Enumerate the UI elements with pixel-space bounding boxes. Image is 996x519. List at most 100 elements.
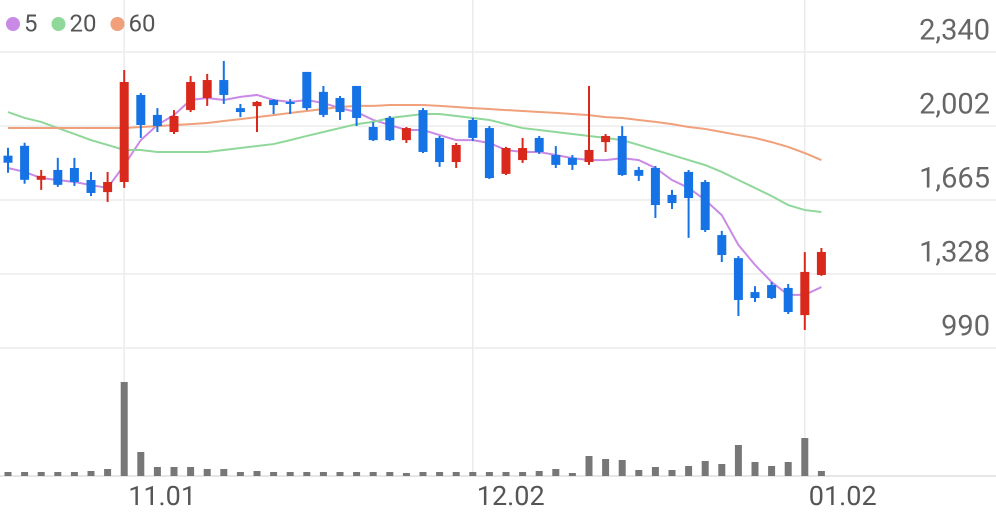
volume-bar: [220, 469, 228, 476]
candle-body: [750, 292, 760, 299]
y-tick-label: 2,340: [919, 14, 990, 48]
candle-body: [800, 271, 810, 316]
x-tick-label: 12.02: [477, 480, 545, 512]
volume-bar: [402, 473, 410, 476]
volume-bar: [270, 472, 278, 476]
candle-body: [86, 180, 96, 193]
volume-bar: [153, 467, 161, 476]
volume-bar: [319, 472, 327, 476]
legend-label: 5: [24, 9, 38, 37]
candle-body: [69, 167, 79, 183]
candle-body: [634, 169, 644, 176]
candle-body: [352, 85, 362, 118]
volume-bar: [701, 461, 709, 476]
candle-body: [3, 155, 13, 163]
volume-bar: [519, 472, 527, 476]
volume-bar: [4, 472, 12, 476]
volume-bar: [54, 472, 62, 476]
candle-body: [186, 82, 196, 111]
candle-body: [501, 148, 511, 174]
volume-bar: [568, 473, 576, 476]
volume-bar: [203, 469, 211, 476]
volume-bar: [535, 471, 543, 476]
volume-bar: [784, 462, 792, 476]
volume-bar: [353, 472, 361, 476]
candle-body: [684, 171, 694, 199]
volume-bar: [87, 471, 95, 476]
candle-body: [418, 110, 428, 152]
volume-bar: [137, 452, 145, 476]
candle-body: [733, 258, 743, 300]
candle-body: [617, 135, 627, 175]
volume-bar: [685, 466, 693, 476]
volume-bar: [170, 467, 178, 476]
candle-body: [302, 71, 312, 109]
candle-body: [103, 182, 113, 193]
volume-bar: [37, 472, 45, 476]
legend-marker: [51, 17, 66, 31]
volume-bar: [502, 472, 510, 476]
volume-bar: [602, 459, 610, 476]
candle-body: [584, 149, 594, 163]
candle-body: [767, 285, 777, 299]
candle-body: [567, 157, 577, 165]
candle-body: [451, 144, 461, 163]
volume-bar: [734, 445, 742, 476]
volume-bar: [618, 460, 626, 476]
candle-body: [667, 194, 677, 204]
y-tick-label: 2,002: [919, 88, 990, 122]
volume-bar: [651, 467, 659, 476]
ma-line: [8, 104, 822, 161]
volume-bar: [286, 472, 294, 476]
volume-bar: [336, 472, 344, 476]
candle-body: [368, 126, 378, 141]
volume-bar: [635, 470, 643, 476]
volume-bar: [369, 472, 377, 476]
candle-body: [717, 235, 727, 256]
candle-body: [152, 114, 162, 127]
volume-bar: [452, 472, 460, 476]
candle-body: [269, 99, 279, 106]
candle-body: [484, 128, 494, 179]
legend-marker: [110, 17, 125, 31]
candle-body: [534, 137, 544, 152]
ma-line: [7, 111, 822, 214]
volume-bar: [718, 464, 726, 476]
candle-body: [783, 287, 793, 313]
legend-label: 20: [70, 9, 97, 37]
candle-body: [169, 116, 179, 133]
candle-body: [335, 98, 345, 113]
candle-body: [700, 182, 710, 231]
candle-body: [318, 91, 328, 115]
volume-bar: [485, 472, 493, 476]
candle-body: [20, 145, 30, 180]
volume-bar: [817, 471, 825, 476]
volume-bar: [668, 470, 676, 476]
ma-line: [7, 93, 822, 296]
y-tick-label: 1,328: [919, 236, 990, 270]
candle-body: [36, 175, 46, 180]
volume-bar: [768, 466, 776, 476]
candle-body: [285, 101, 295, 104]
candle-body: [518, 148, 528, 161]
legend-marker: [6, 17, 20, 31]
candle-body: [601, 135, 611, 143]
volume-bar: [751, 462, 759, 476]
volume-bar: [801, 438, 809, 476]
volume-bar: [386, 472, 394, 476]
candle-body: [119, 82, 129, 183]
volume-bar: [585, 456, 593, 476]
volume-bar: [419, 472, 427, 476]
candle-body: [816, 251, 826, 275]
candle-body: [551, 155, 561, 165]
candle-body: [202, 80, 212, 99]
candle-body: [252, 101, 262, 107]
candle-body: [219, 80, 229, 95]
volume-bar: [552, 469, 560, 476]
volume-bar: [187, 467, 195, 476]
volume-bar: [253, 471, 261, 476]
volume-bar: [469, 472, 477, 476]
volume-bar: [436, 472, 444, 476]
